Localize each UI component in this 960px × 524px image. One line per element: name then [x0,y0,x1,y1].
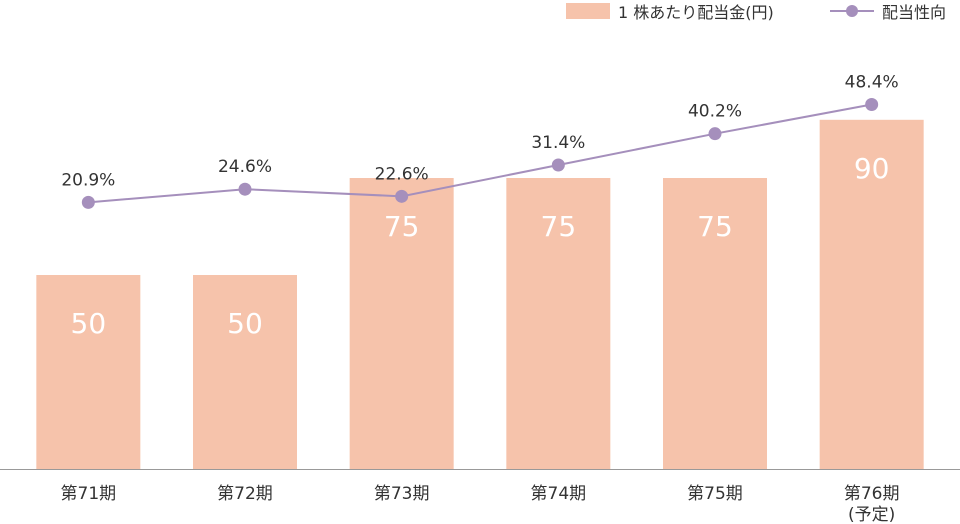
x-tick-label-4: 第74期 [531,484,587,504]
x-tick-label-5: 第75期 [687,484,743,504]
bar-1 [36,275,141,469]
payout-point-3 [395,189,409,203]
x-tick-label-1: 第71期 [61,484,117,504]
bar-label-2: 50 [227,307,263,340]
bar-label-5: 75 [697,210,733,243]
payout-point-2 [238,182,252,196]
payout-label-3: 22.6% [375,164,429,184]
legend-dividend-label: 1 株あたり配当金(円) [618,3,774,22]
payout-label-1: 20.9% [61,170,115,190]
legend-line-marker [846,5,858,17]
x-tick-label-3: 第73期 [374,484,430,504]
legend-line-swatch [830,3,874,19]
bar-label-3: 75 [384,210,420,243]
payout-point-4 [551,158,565,172]
bar-5 [663,178,767,469]
legend-payout: 配当性向 [830,0,946,22]
legend-payout-label: 配当性向 [882,3,947,22]
bar-label-6: 90 [854,152,890,185]
bar-label-1: 50 [71,307,107,340]
payout-label-4: 31.4% [531,133,585,153]
payout-label-5: 40.2% [688,102,742,122]
bar-2 [193,275,297,469]
payout-label-6: 48.4% [845,72,899,92]
bar-6 [819,119,924,470]
payout-point-1 [81,195,95,209]
x-tick-label-6: 第76期(予定) [844,484,900,524]
bar-4 [506,178,611,469]
legend-dividend: 1 株あたり配当金(円) [566,0,774,22]
x-tick-label-2: 第72期 [217,484,273,504]
payout-line [88,103,872,204]
payout-point-6 [865,97,879,111]
bar-3 [349,178,454,469]
legend-bar-swatch [566,3,610,19]
payout-point-5 [708,127,722,141]
payout-label-2: 24.6% [218,157,272,177]
bar-label-4: 75 [541,210,577,243]
